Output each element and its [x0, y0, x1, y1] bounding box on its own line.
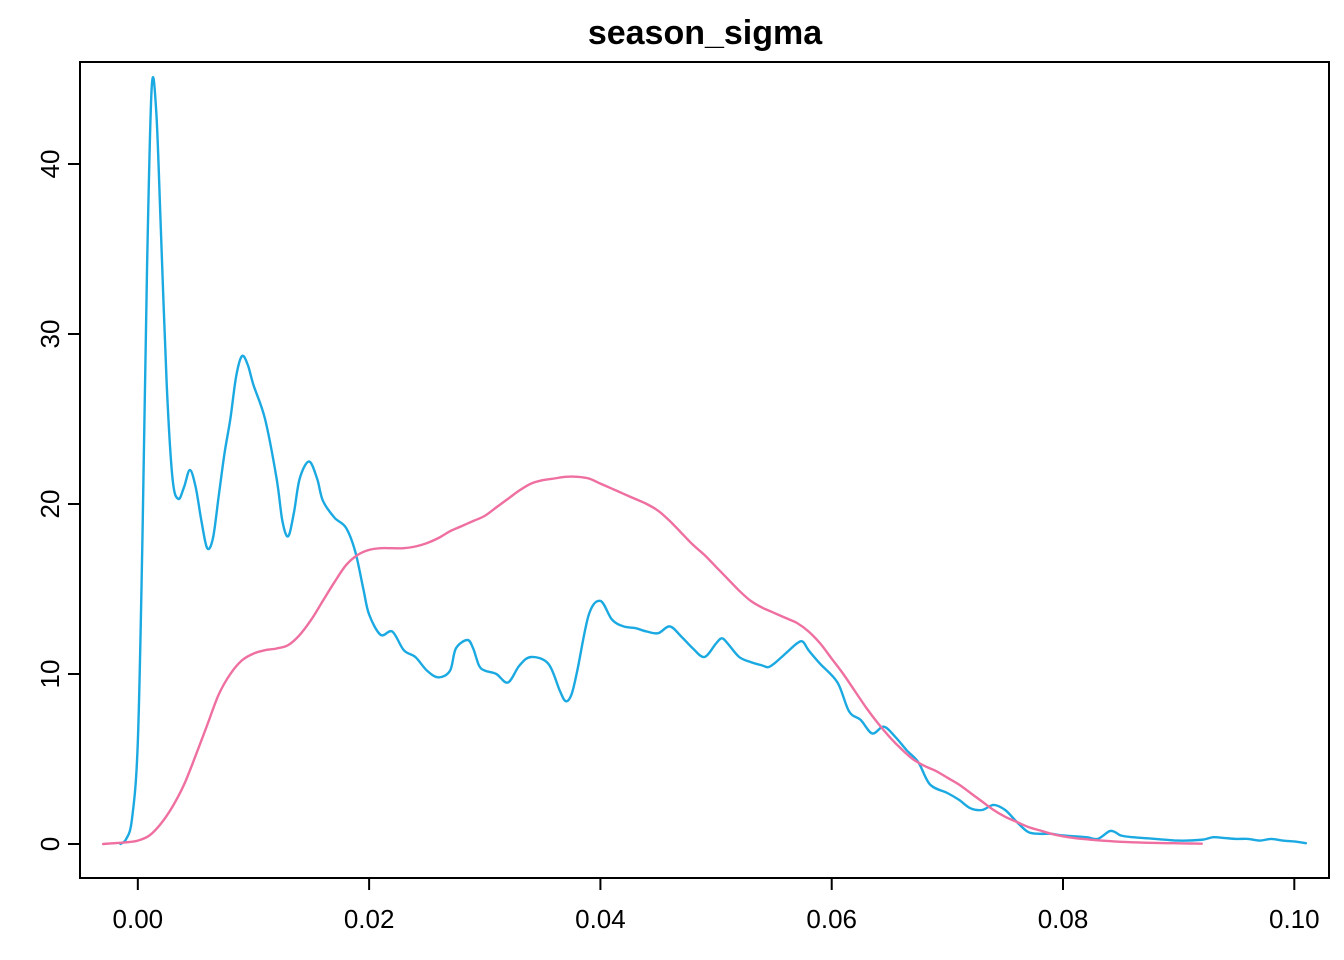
chart-title: season_sigma — [588, 14, 823, 52]
x-axis: 0.00 0.02 0.04 0.06 0.08 0.10 — [113, 877, 1320, 934]
y-tick-label: 40 — [35, 150, 65, 179]
density-line-2 — [101, 475, 1203, 846]
density-line-1 — [119, 76, 1308, 846]
x-tick-label: 0.08 — [1038, 904, 1089, 934]
y-axis: 0 10 20 30 40 — [35, 150, 81, 851]
x-tick-label: 0.10 — [1269, 904, 1320, 934]
plot-frame — [79, 61, 1330, 879]
x-tick-label: 0.04 — [575, 904, 626, 934]
y-tick-label: 20 — [35, 490, 65, 519]
x-tick-label: 0.06 — [806, 904, 857, 934]
x-tick-label: 0.02 — [344, 904, 395, 934]
y-tick-label: 10 — [35, 660, 65, 689]
y-tick-label: 0 — [35, 837, 65, 851]
y-tick-label: 30 — [35, 320, 65, 349]
x-tick-label: 0.00 — [113, 904, 164, 934]
series-layer — [101, 76, 1308, 846]
